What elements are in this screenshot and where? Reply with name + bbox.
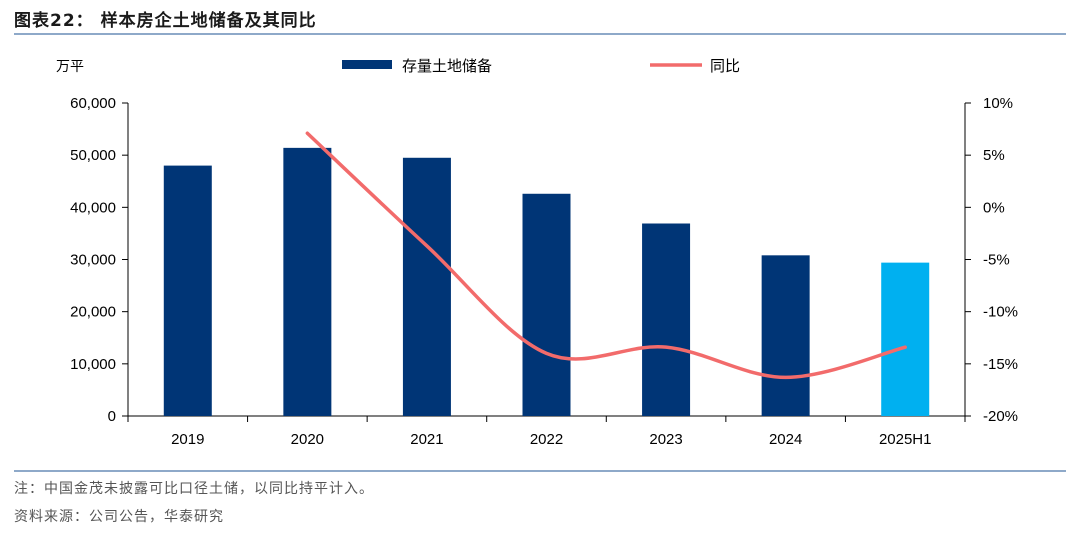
right-tick-label: 5%: [983, 147, 1005, 164]
x-tick-label: 2019: [171, 431, 204, 448]
legend-label-bar: 存量土地储备: [402, 57, 492, 75]
footnote: 注：中国金茂未披露可比口径土储，以同比持平计入。: [14, 481, 374, 497]
bar: [522, 193, 571, 416]
right-tick-label: -20%: [983, 408, 1018, 425]
bar: [402, 157, 451, 416]
left-tick-label: 50,000: [70, 147, 116, 164]
x-tick-label: 2025H1: [879, 431, 932, 448]
left-tick-label: 0: [108, 408, 116, 425]
right-tick-label: 10%: [983, 95, 1013, 112]
figure-title: 图表22： 样本房企土地储备及其同比: [14, 11, 317, 31]
bar: [761, 255, 810, 416]
left-tick-label: 30,000: [70, 252, 116, 269]
source-note: 资料来源：公司公告，华泰研究: [14, 509, 224, 525]
right-tick-label: 0%: [983, 199, 1005, 216]
left-tick-label: 40,000: [70, 199, 116, 216]
series-line-yoy: [305, 131, 907, 380]
right-tick-label: -10%: [983, 304, 1018, 321]
legend-label-line: 同比: [710, 57, 740, 75]
left-tick-label: 20,000: [70, 304, 116, 321]
right-tick-label: -15%: [983, 356, 1018, 373]
x-tick-label: 2022: [530, 431, 563, 448]
left-tick-label: 60,000: [70, 95, 116, 112]
x-tick-label: 2024: [769, 431, 802, 448]
footer-divider: [14, 470, 1066, 472]
title-divider: [14, 33, 1066, 35]
x-tick-label: 2021: [410, 431, 443, 448]
x-tick-label: 2023: [649, 431, 682, 448]
right-tick-label: -5%: [983, 252, 1010, 269]
left-tick-label: 10,000: [70, 356, 116, 373]
bar: [283, 147, 332, 416]
bar: [881, 262, 930, 416]
bar: [642, 223, 691, 416]
x-tick-label: 2020: [291, 431, 324, 448]
legend-swatch-bar: [342, 60, 392, 69]
bar: [163, 165, 212, 416]
y-unit-label: 万平: [56, 59, 84, 75]
